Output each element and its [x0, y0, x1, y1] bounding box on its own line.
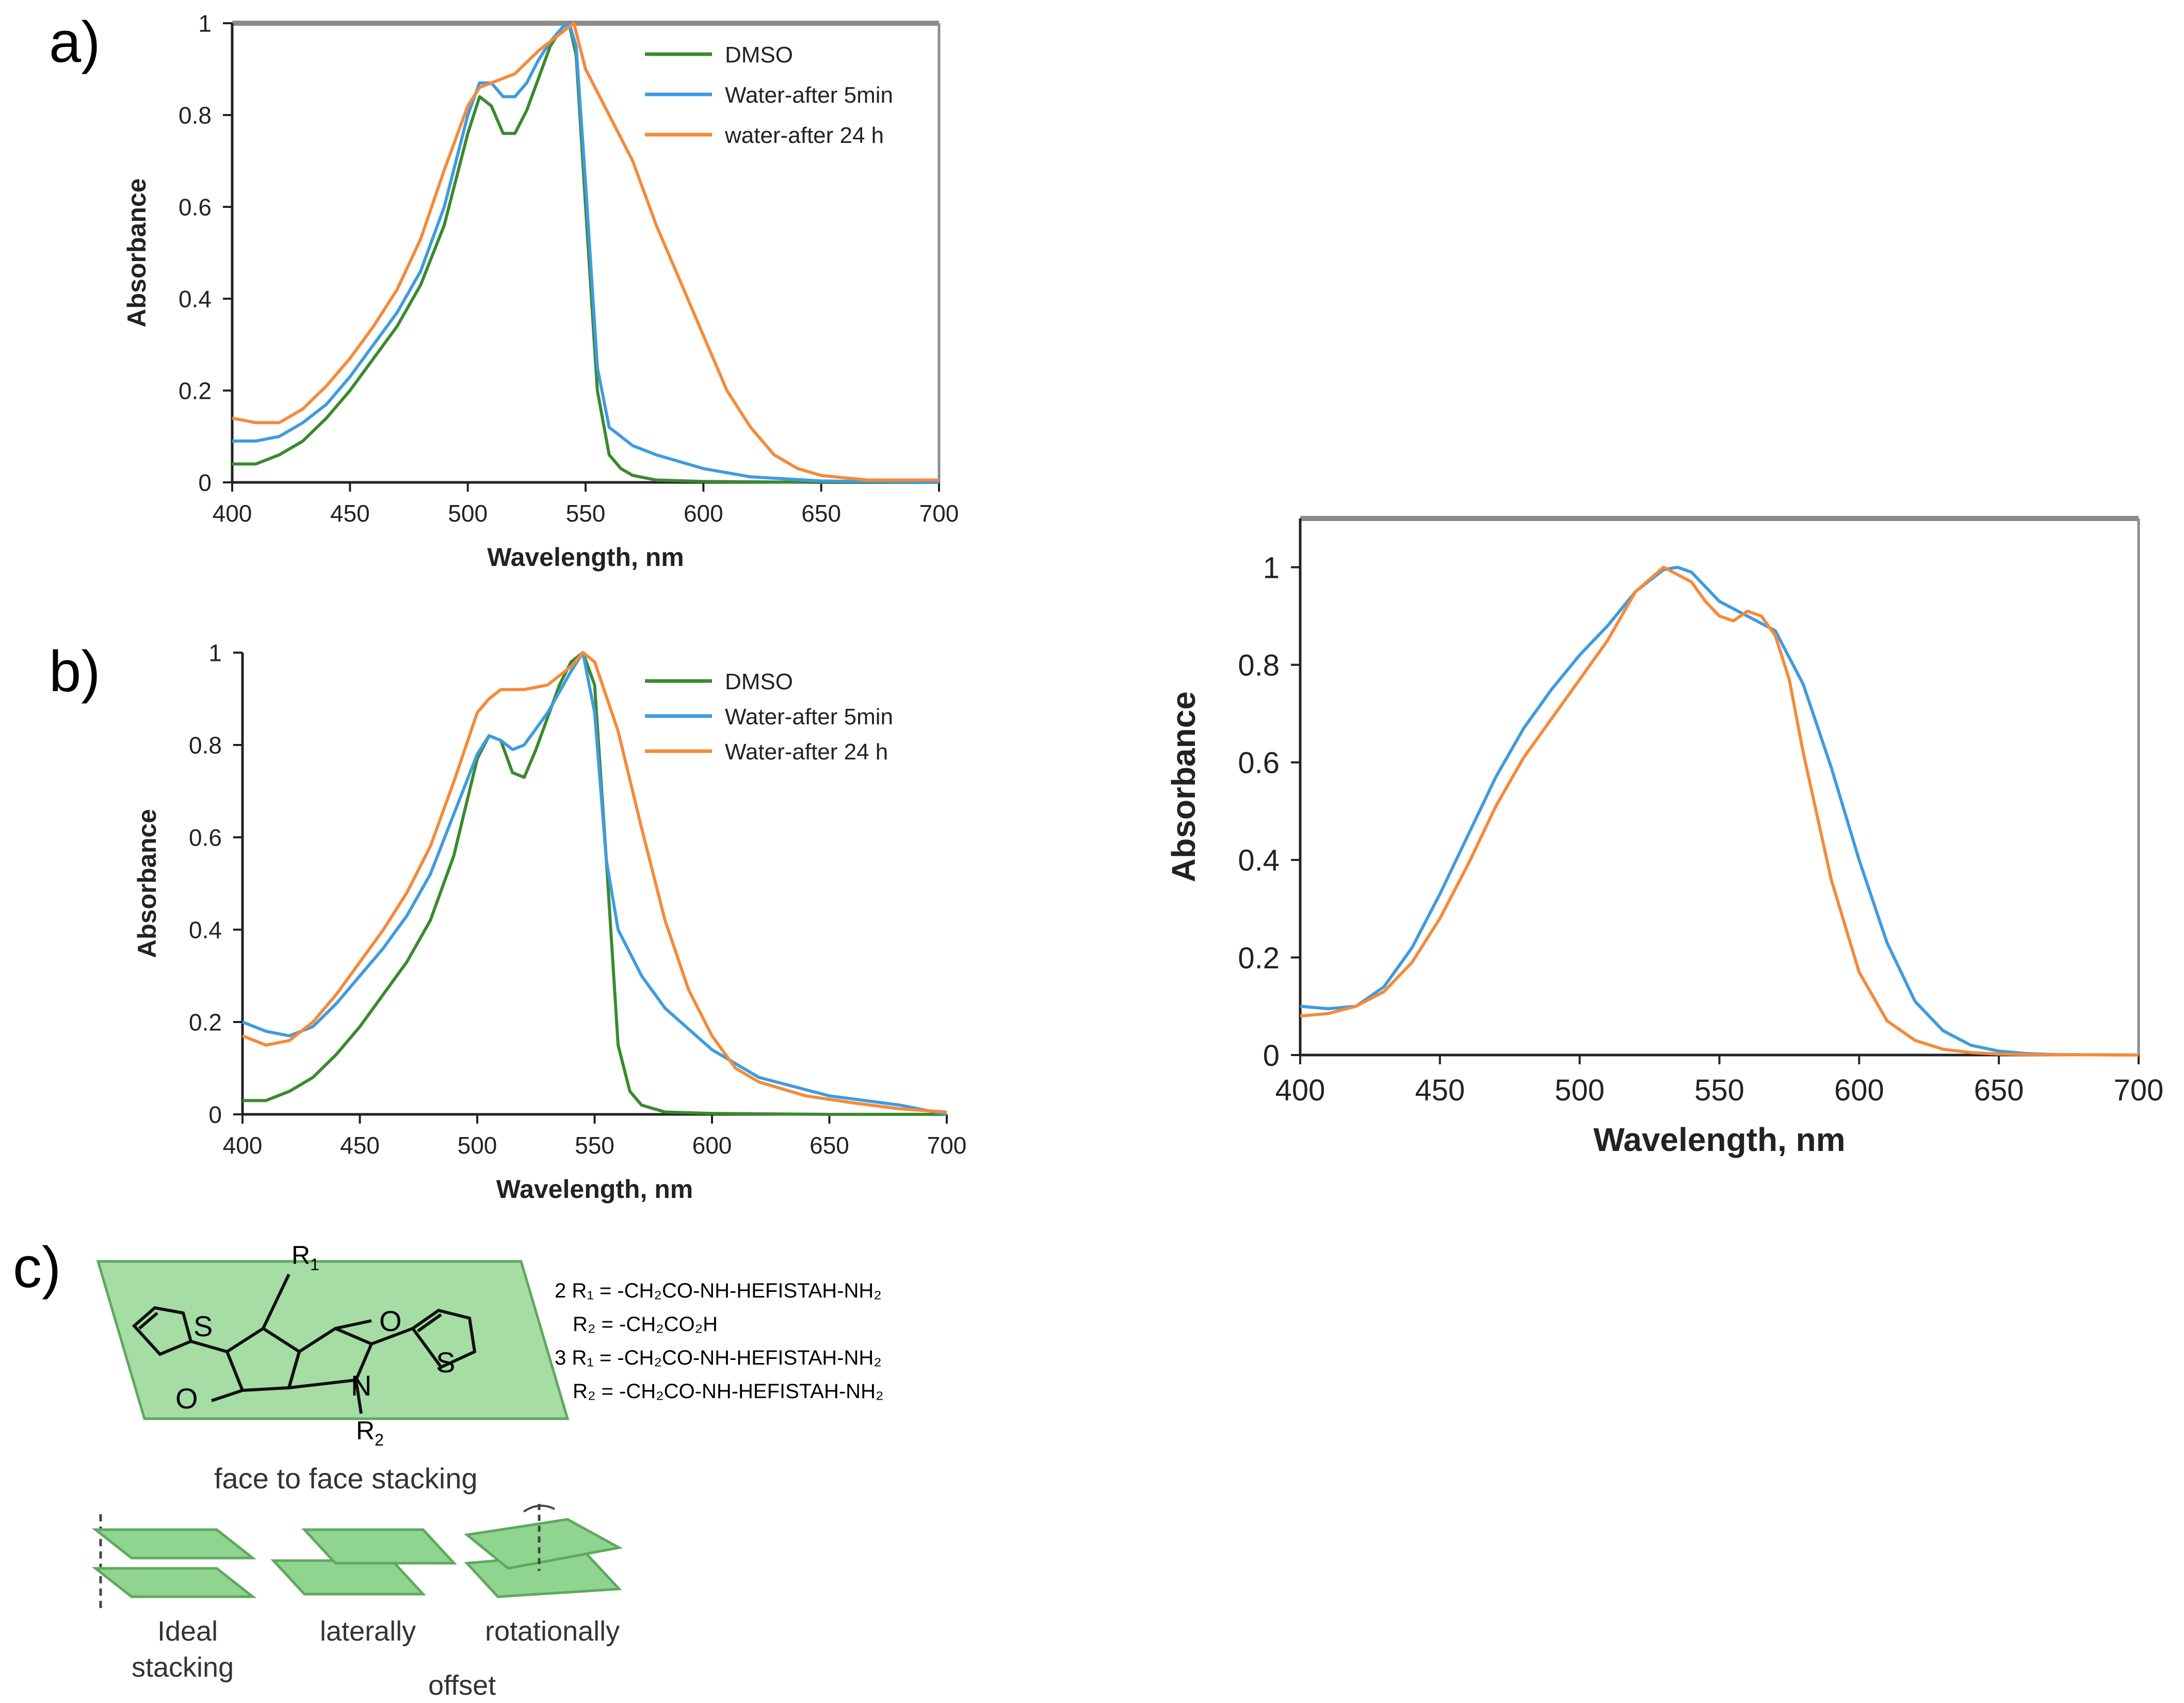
series-line-1 [232, 22, 939, 484]
chart-right: 400 450 500 550 600 650 700 0 0.2 0.4 0.6 0.8 1 Wavel… [1165, 516, 2164, 1158]
x-tick-label: 550 [575, 1132, 614, 1159]
compound-line-2: R₂ = -CH₂CO₂H [573, 1313, 718, 1336]
x-tick-label: 650 [1974, 1074, 2024, 1107]
r1-label: R1 [292, 1241, 319, 1274]
x-tick-label: 600 [1834, 1074, 1884, 1107]
y-tick-label: 0.2 [1238, 942, 1280, 975]
r2-label: R2 [356, 1416, 384, 1449]
x-tick-label: 400 [1275, 1074, 1325, 1107]
y-tick-label: 0.8 [189, 732, 222, 759]
molecule-plane [96, 1260, 570, 1420]
legend-label-1: DMSO [725, 42, 793, 68]
molecule-bonds [132, 1273, 477, 1414]
y-tick-label: 0.4 [179, 286, 212, 313]
x-tick-label: 500 [448, 500, 488, 527]
stacking-diagrams [91, 1504, 623, 1610]
y-tick-label: 0.6 [1238, 747, 1280, 780]
rotation-arrow-icon [523, 1504, 555, 1513]
y-tick-label: 1 [1263, 551, 1280, 585]
x-tick-label: 700 [2114, 1074, 2164, 1107]
x-tick-label: 600 [692, 1132, 732, 1159]
y-tick-label: 0.8 [1238, 649, 1280, 683]
compound-line-3: 3 R₁ = -CH₂CO-NH-HEFISTAH-NH₂ [555, 1347, 882, 1369]
atom-o-top: O [379, 1305, 402, 1337]
compound-line-1: 2 R₁ = -CH₂CO-NH-HEFISTAH-NH₂ [555, 1279, 882, 1302]
y-tick-label: 0 [1263, 1039, 1280, 1073]
label-ideal: Ideal [157, 1616, 218, 1647]
series-line-1 [242, 651, 947, 1116]
label-stacking: stacking [132, 1652, 234, 1683]
y-tick-label: 0.2 [179, 378, 212, 404]
y-axis-label: Absorbance [133, 809, 161, 958]
legend-label-3: water-after 24 h [724, 123, 884, 148]
chart-a: 400 450 500 550 600 650 700 0 0.2 0.4 0.6 0.8 1 Wavel… [122, 10, 959, 572]
y-tick-label: 0.4 [189, 917, 222, 944]
x-tick-label: 550 [566, 500, 606, 527]
x-tick-label: 450 [330, 500, 370, 527]
series-line-3 [232, 22, 939, 482]
x-axis-label: Wavelength, nm [1593, 1121, 1845, 1158]
x-tick-label: 450 [340, 1132, 380, 1159]
x-tick-label: 500 [1555, 1074, 1605, 1107]
face-to-face-label: face to face stacking [214, 1462, 478, 1495]
y-tick-label: 0.4 [1238, 844, 1280, 878]
ideal-plane-top [91, 1528, 257, 1560]
x-tick-label: 500 [458, 1132, 497, 1159]
atom-o-bottom: O [175, 1382, 198, 1415]
series-line-2 [232, 22, 940, 484]
series-line-3 [241, 651, 947, 1114]
x-tick-label: 450 [1415, 1074, 1465, 1107]
series-line-2 [241, 651, 947, 1116]
y-tick-label: 0 [208, 1101, 222, 1128]
ideal-plane-bottom [91, 1567, 257, 1598]
x-tick-label: 400 [223, 1132, 263, 1159]
atom-s-left: S [193, 1310, 213, 1342]
compound-definitions: 2 R₁ = -CH₂CO-NH-HEFISTAH-NH₂ R₂ = -CH₂C… [555, 1279, 883, 1403]
y-tick-label: 0.2 [189, 1009, 222, 1036]
panel-label-a: a) [49, 10, 101, 74]
label-laterally: laterally [320, 1616, 416, 1647]
legend-label-2: Water-after 5min [725, 704, 893, 729]
panel-label-c: c) [13, 1235, 61, 1300]
molecule-diagram: S S O O N R1 R2 [96, 1241, 570, 1449]
x-tick-label: 700 [927, 1132, 967, 1159]
chart-b: 400 450 500 550 600 650 700 0 0.2 0.4 0.6 0.8 1 Wavel… [133, 640, 966, 1204]
lateral-plane-top [301, 1528, 457, 1565]
x-tick-label: 700 [919, 500, 959, 527]
y-tick-label: 0.6 [189, 824, 222, 851]
legend-label-3: Water-after 24 h [725, 739, 888, 765]
x-tick-label: 650 [810, 1132, 849, 1159]
y-axis-label: Absorbance [122, 179, 151, 328]
y-tick-label: 1 [198, 10, 212, 37]
y-tick-label: 0.6 [179, 194, 212, 221]
series-line-2 [1300, 565, 2139, 1057]
x-tick-label: 550 [1694, 1074, 1744, 1107]
panel-label-b: b) [49, 639, 101, 704]
lateral-plane-bottom [270, 1559, 426, 1596]
compound-line-4: R₂ = -CH₂CO-NH-HEFISTAH-NH₂ [573, 1380, 883, 1403]
rotational-plane-top [464, 1518, 623, 1570]
legend-label-1: DMSO [725, 669, 793, 694]
x-tick-label: 650 [801, 500, 841, 527]
label-rotationally: rotationally [485, 1616, 620, 1647]
atom-s-right: S [436, 1346, 455, 1378]
x-tick-label: 400 [213, 500, 252, 527]
y-tick-label: 0 [198, 469, 212, 496]
y-axis-label: Absorbance [1165, 691, 1202, 882]
y-tick-label: 1 [208, 640, 222, 667]
stacking-labels: Ideal stacking laterally offset rotation… [132, 1616, 620, 1701]
y-tick-label: 0.8 [179, 102, 212, 129]
legend-label-2: Water-after 5min [725, 83, 893, 108]
label-offset: offset [428, 1670, 496, 1701]
x-axis-label: Wavelength, nm [496, 1175, 693, 1204]
x-tick-label: 600 [684, 500, 723, 527]
x-axis-label: Wavelength, nm [487, 543, 684, 572]
atom-n-bottom: N [351, 1369, 371, 1402]
series-line-1 [1300, 565, 2139, 1057]
